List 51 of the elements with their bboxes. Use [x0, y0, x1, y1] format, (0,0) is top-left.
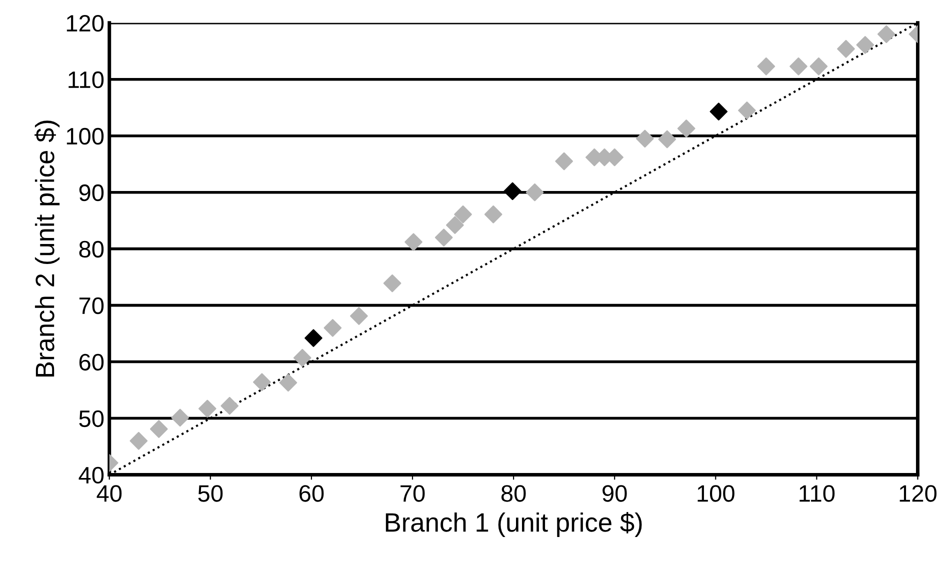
point [253, 373, 271, 392]
point [293, 348, 312, 367]
y-tick-label: 110 [68, 71, 104, 88]
point [810, 57, 828, 76]
y-tick-label: 120 [66, 14, 104, 32]
point [636, 130, 654, 148]
point [757, 57, 776, 76]
point [504, 182, 522, 200]
point [304, 329, 322, 347]
x-axis-title: Branch 1 (unit price $) [386, 512, 642, 538]
x-tick-label: 90 [602, 485, 627, 502]
point [150, 420, 168, 438]
y-tick-label: 50 [79, 410, 104, 428]
point [454, 205, 472, 224]
y-tick-label: 80 [79, 240, 104, 258]
y-tick-label: 40 [78, 466, 104, 484]
point [677, 120, 696, 138]
y-tick-label: 100 [66, 128, 104, 145]
point [856, 36, 874, 54]
point [877, 25, 896, 44]
x-tick-label: 120 [900, 485, 936, 502]
point [738, 102, 756, 120]
x-tick-label: 80 [501, 485, 526, 502]
point [279, 374, 298, 392]
y-tick-label: 70 [79, 297, 104, 314]
point [220, 396, 239, 415]
point [171, 408, 190, 427]
point [130, 432, 148, 450]
point [434, 228, 453, 246]
point [350, 307, 368, 325]
point [404, 233, 422, 251]
point [555, 152, 573, 170]
point [710, 102, 728, 120]
y-axis-title: Branch 2 (unit price $) [34, 120, 60, 376]
point [658, 130, 676, 148]
point [446, 216, 464, 234]
point [198, 400, 216, 418]
x-tick-label: 50 [198, 485, 223, 502]
y-tick-label: 90 [79, 184, 104, 202]
point [324, 318, 342, 337]
point [383, 274, 402, 292]
x-tick-label: 70 [400, 485, 425, 502]
x-tick-label: 40 [96, 485, 122, 502]
x-tick-label: 60 [300, 485, 324, 502]
x-tick-label: 100 [698, 485, 734, 502]
y-tick-label: 60 [79, 354, 104, 371]
point [790, 57, 808, 76]
point [837, 40, 855, 58]
x-tick-label: 110 [800, 485, 835, 502]
point [484, 205, 502, 224]
point [526, 183, 544, 202]
